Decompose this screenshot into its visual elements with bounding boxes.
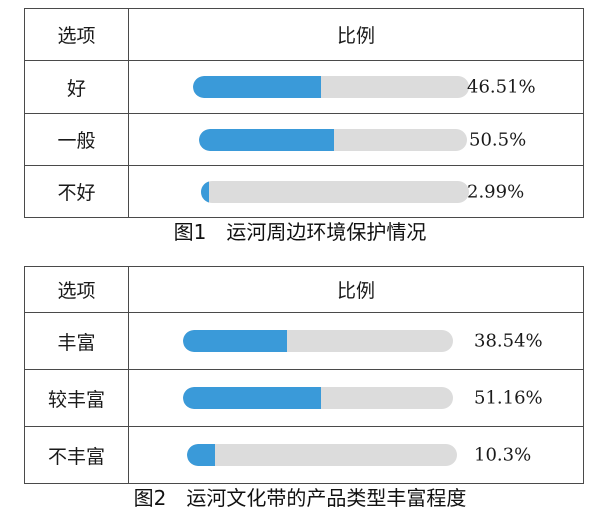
bar-fill	[183, 387, 322, 409]
bar-cell: 38.54%	[128, 312, 584, 370]
table-row: 不丰富 10.3%	[24, 426, 584, 484]
bar-track	[193, 76, 469, 98]
ratio-table-1: 选项 比例 好 46.51% 一般 50.5% 不好	[24, 8, 584, 218]
bar-fill	[183, 330, 288, 352]
option-label: 好	[24, 60, 129, 114]
header-ratio: 比例	[128, 8, 584, 61]
bar-track	[183, 330, 453, 352]
bar-cell: 2.99%	[128, 165, 584, 218]
option-label: 丰富	[24, 312, 129, 370]
ratio-table-2: 选项 比例 丰富 38.54% 较丰富 51.16% 不丰富	[24, 266, 584, 484]
option-label: 不好	[24, 165, 129, 218]
table-row: 较丰富 51.16%	[24, 369, 584, 427]
header-option: 选项	[24, 266, 129, 313]
percentage-label: 46.51%	[467, 76, 536, 98]
option-label: 较丰富	[24, 369, 129, 427]
figure-caption: 图2 运河文化带的产品类型丰富程度	[133, 486, 467, 510]
bar-fill	[199, 128, 335, 151]
percentage-label: 10.3%	[474, 444, 532, 466]
header-option: 选项	[24, 8, 129, 61]
table-header-row: 选项 比例	[24, 8, 584, 61]
option-label: 不丰富	[24, 426, 129, 484]
bar-track	[183, 387, 453, 409]
percentage-label: 38.54%	[474, 330, 543, 352]
percentage-label: 50.5%	[469, 129, 527, 150]
bar-cell: 46.51%	[128, 60, 584, 114]
table-row: 不好 2.99%	[24, 165, 584, 218]
percentage-label: 51.16%	[474, 387, 543, 409]
bar-cell: 51.16%	[128, 369, 584, 427]
bar-fill	[201, 180, 209, 203]
figure-caption: 图1 运河周边环境保护情况	[173, 220, 427, 244]
table-header-row: 选项 比例	[24, 266, 584, 313]
bar-track	[201, 180, 469, 203]
bar-cell: 10.3%	[128, 426, 584, 484]
percentage-label: 2.99%	[467, 181, 525, 202]
table-row: 丰富 38.54%	[24, 312, 584, 370]
table-row: 一般 50.5%	[24, 113, 584, 166]
bar-track	[187, 444, 457, 466]
table-row: 好 46.51%	[24, 60, 584, 114]
bar-track	[199, 128, 467, 151]
bar-fill	[193, 76, 322, 98]
bar-cell: 50.5%	[128, 113, 584, 166]
header-ratio: 比例	[128, 266, 584, 313]
option-label: 一般	[24, 113, 129, 166]
bar-fill	[187, 444, 215, 466]
